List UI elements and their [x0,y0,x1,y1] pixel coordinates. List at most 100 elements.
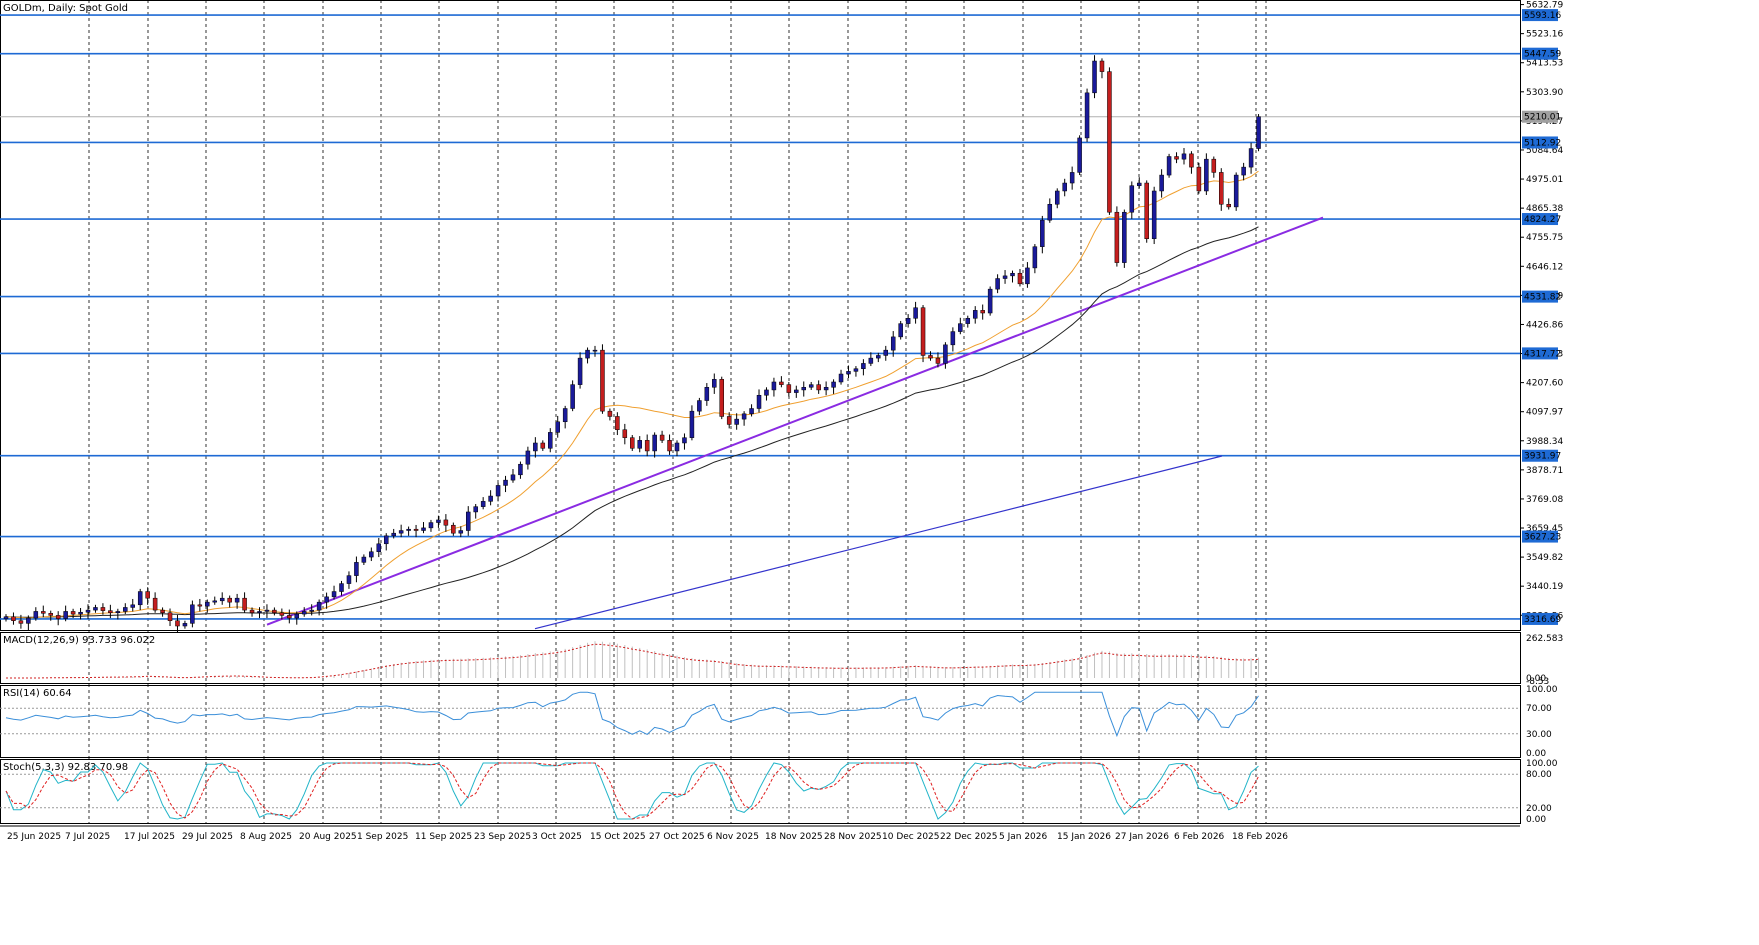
candle-body [369,551,374,558]
candle-body [190,604,195,624]
candle-body [995,278,1000,290]
level-tag [1522,47,1558,60]
level-tag-label: 3316.69 [1524,615,1561,625]
y-tick-label: 5523.16 [1526,30,1563,40]
x-tick-label: 3 Oct 2025 [532,832,582,842]
candle-body [11,616,16,621]
level-tag [1522,449,1558,462]
candle-body [1040,219,1045,247]
x-tick-label: 1 Sep 2025 [357,832,408,842]
stoch-tick-label: 20.00 [1526,804,1552,814]
level-tag-label: 5593.16 [1524,11,1561,21]
x-tick-label: 25 Jun 2025 [7,832,61,842]
candle-body [1166,156,1172,176]
candle-body [361,556,367,563]
x-tick-label: 18 Feb 2026 [1232,832,1288,842]
candle-body [861,363,866,369]
candle-body [1054,190,1060,205]
candle-body [876,355,881,359]
candle-body [1137,182,1142,186]
candle-body [689,410,695,438]
pane-frame [0,759,1521,824]
candle-body [1159,174,1164,192]
candle-body [287,615,292,619]
level-tag-label: 4531.82 [1524,293,1561,303]
macd-tick-label: -8.53 [1526,677,1549,687]
candle-body [1129,185,1135,213]
candle-body [234,597,240,603]
candle-body [928,355,933,359]
y-tick-label: 3659.45 [1526,524,1563,534]
chart-title: GOLDm, Daily: Spot Gold [3,3,129,14]
y-tick-label: 3549.82 [1526,553,1563,563]
level-tag [1522,612,1558,625]
candle-body [130,604,135,608]
current-price-label: 5210.01 [1524,113,1561,123]
x-tick-label: 18 Nov 2025 [765,832,823,842]
level-tag [1522,213,1558,226]
candle-body [1189,153,1194,168]
candle-body [18,620,24,624]
y-tick-label: 5413.53 [1526,59,1563,69]
candle-body [212,600,218,603]
candle-body [33,611,39,619]
candle-body [436,519,441,523]
candle-body [697,400,702,412]
candle-body [108,610,113,614]
candle-body [137,591,143,606]
candle-body [316,601,322,611]
y-tick-label: 4646.12 [1526,262,1563,272]
candle-body [1002,275,1008,279]
candle-body [1122,211,1127,263]
candle-body [674,442,680,452]
candle-body [570,384,575,409]
candle-body [488,495,493,502]
y-tick-label: 5303.90 [1526,88,1563,98]
candle-body [1233,174,1239,208]
candle-body [622,429,628,438]
candle-body [1151,190,1157,239]
candle-body [831,381,836,388]
candle-body [615,416,620,430]
y-tick-label: 4975.01 [1526,175,1563,185]
candle-body [868,357,874,364]
trend-line [266,216,1324,626]
candle-body [548,432,553,449]
x-tick-label: 7 Jul 2025 [65,832,110,842]
candle-body [958,323,963,332]
candle-body [413,528,419,531]
candle-body [1114,211,1120,263]
y-tick-label: 4426.86 [1526,320,1563,330]
candle-body [93,607,98,611]
x-tick-label: 5 Jan 2026 [999,832,1047,842]
candle-body [801,387,807,391]
stoch-tick-label: 0.00 [1526,815,1546,825]
candle-body [838,373,844,383]
candle-body [816,384,821,391]
candle-body [682,437,687,444]
pane-frame [0,0,1521,631]
x-tick-label: 10 Dec 2025 [882,832,940,842]
y-tick-label: 5084.64 [1526,146,1563,156]
candle-body [1211,158,1217,173]
level-tag-label: 4824.27 [1524,215,1561,225]
candle-body [525,450,531,465]
x-tick-label: 8 Aug 2025 [240,832,292,842]
candle-body [630,437,635,449]
candle-body [123,607,128,612]
current-price-tag [1522,110,1558,123]
rsi-label: RSI(14) 60.64 [3,688,72,699]
candle-body [1174,156,1179,160]
stoch-tick-label: 80.00 [1526,770,1552,780]
candle-body [100,607,106,611]
candle-body [1017,272,1023,285]
candle-body [1144,182,1149,239]
candle-body [607,410,613,417]
candle-body [354,562,359,576]
channel-line [534,455,1223,630]
candle-body [391,532,396,537]
candle-body [518,463,523,476]
candle-body [78,611,83,615]
